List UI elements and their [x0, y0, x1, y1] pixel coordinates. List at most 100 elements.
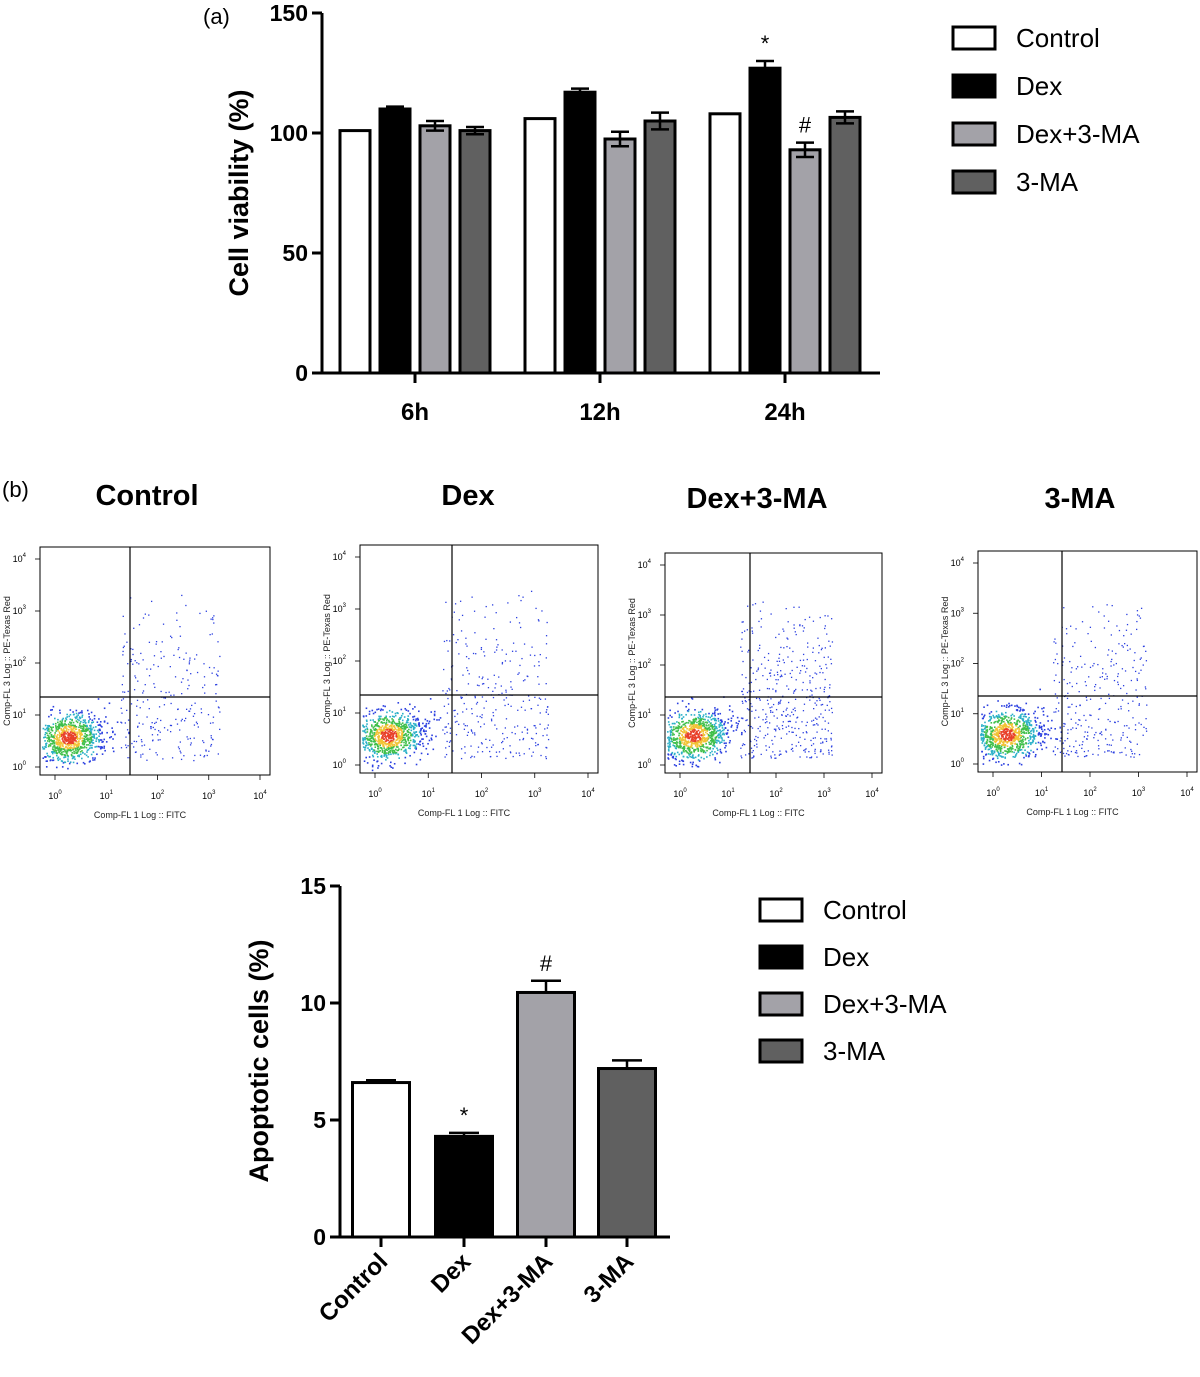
flow-dot [502, 748, 504, 750]
flow-dot [1098, 611, 1100, 613]
flow-dot [1145, 660, 1148, 662]
flow-dot [159, 739, 161, 741]
flow-dot [141, 741, 143, 743]
flow-dot [395, 743, 398, 746]
flow-dot [527, 695, 530, 697]
flow-dot [704, 729, 707, 731]
flow-dot [1105, 728, 1107, 730]
flow-dot [399, 717, 401, 719]
flow-dot [1037, 741, 1040, 744]
flow-dot [401, 712, 404, 715]
bar-a-dex-24h [748, 66, 782, 375]
flow-dot [998, 732, 1001, 734]
flow-dot [710, 734, 713, 737]
flow-dot [985, 741, 988, 743]
flow-dot [709, 734, 712, 737]
flow-dot [59, 746, 62, 749]
flow-dot [741, 690, 743, 693]
flow-dot [820, 749, 822, 751]
flow-dot [393, 724, 395, 727]
flow-dot [480, 648, 483, 651]
flow-dot [779, 750, 781, 752]
flow-dot [90, 753, 93, 756]
flow-dot [45, 760, 48, 762]
flow-dot [53, 736, 55, 739]
flow-dot [693, 714, 696, 716]
flow-dot [157, 734, 159, 736]
flow-dot [1024, 737, 1027, 740]
flow-dot [1112, 751, 1114, 754]
flow-dot [720, 735, 722, 738]
flow-dot [758, 697, 761, 700]
flow-dot [792, 708, 794, 711]
flow-dot [79, 725, 82, 728]
flow-dot [62, 734, 65, 737]
flow-dot [1047, 728, 1049, 730]
flow-dot [678, 732, 681, 735]
flow-dot [672, 744, 675, 747]
flow-dot [750, 667, 752, 669]
flow-dot [700, 723, 702, 726]
flow-dot [183, 658, 185, 660]
flow-x-tick: 100 [986, 787, 1000, 798]
flow-dot [1056, 653, 1058, 655]
flow-dot [994, 745, 997, 747]
flow-dot [427, 722, 430, 725]
flow-dot [1020, 739, 1022, 742]
flow-dot [690, 741, 692, 744]
flow-dot [81, 737, 84, 740]
flow-dot [50, 739, 53, 741]
flow-dot [133, 627, 135, 629]
flow-dot [89, 731, 92, 734]
flow-dot [801, 721, 803, 723]
flow-dot [723, 723, 725, 726]
flow-dot [366, 762, 369, 764]
flow-dot [138, 663, 140, 665]
flow-dot [45, 746, 47, 749]
flow-dot [99, 721, 102, 723]
flow-dot [432, 748, 435, 751]
flow-dot [365, 719, 368, 722]
flow-dot [375, 724, 377, 727]
flow-dot [715, 719, 718, 722]
flow-dot [801, 625, 804, 627]
y-tick-label-b: 10 [300, 990, 326, 1016]
flow-dot [829, 687, 831, 689]
flow-dot [757, 668, 759, 671]
flow-dot [534, 725, 536, 727]
flow-dot [1089, 698, 1092, 700]
flow-dot [59, 745, 62, 748]
flow-dot [388, 734, 391, 736]
flow-dot [383, 741, 386, 744]
flow-dot [157, 739, 159, 741]
flow-dot [780, 699, 782, 701]
flow-dot [669, 734, 672, 737]
flow-dot [535, 744, 537, 747]
flow-dot [89, 744, 92, 747]
flow-dot [1025, 732, 1027, 734]
flow-dot [1108, 649, 1110, 651]
flow-dot [381, 734, 384, 737]
flow-dot [210, 618, 212, 620]
flow-dot [742, 660, 744, 663]
flow-dot [709, 722, 712, 725]
flow-dot [783, 630, 785, 632]
flow-dot [365, 744, 368, 747]
flow-dot [693, 739, 696, 742]
flow-dot [425, 747, 428, 750]
flow-dot [401, 725, 404, 728]
flow-dot [93, 736, 95, 739]
flow-dot [88, 738, 91, 741]
flow-dot [176, 619, 178, 621]
flow-dot [85, 734, 88, 736]
flow-y-tick: 102 [13, 657, 27, 668]
flow-dot [526, 732, 529, 734]
flow-dot [1050, 727, 1053, 730]
flow-dot [86, 740, 89, 742]
flow-dot [83, 746, 86, 748]
flow-dot [374, 727, 377, 730]
flow-dot [1023, 756, 1025, 759]
flow-dot [443, 705, 446, 707]
flow-dot [71, 737, 74, 740]
flow-dot [388, 735, 390, 737]
